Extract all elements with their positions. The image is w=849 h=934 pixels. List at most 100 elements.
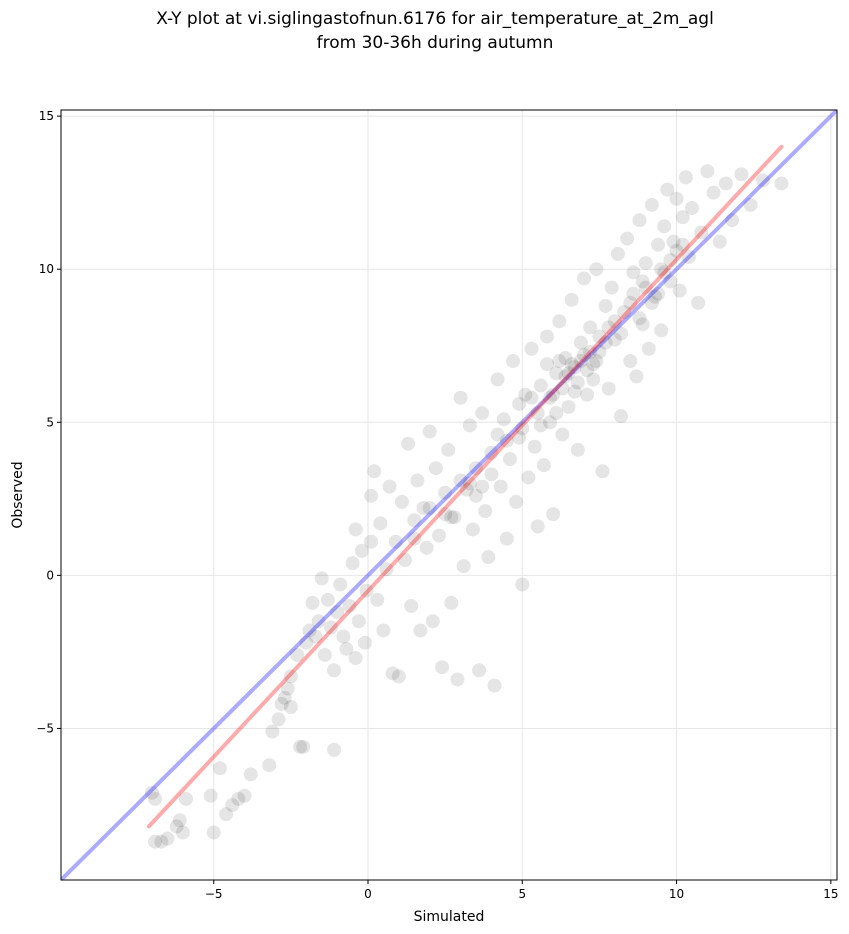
identity-line [61, 110, 837, 880]
data-point [706, 185, 721, 200]
data-point [623, 295, 638, 310]
data-point [359, 583, 374, 598]
data-point [672, 283, 687, 298]
data-point [607, 314, 622, 329]
data-point [462, 476, 477, 491]
data-point [552, 314, 567, 329]
data-point [530, 519, 545, 534]
data-point [573, 335, 588, 350]
plot-frame [60, 109, 838, 881]
data-point [490, 372, 505, 387]
data-point [422, 501, 437, 516]
data-point [330, 605, 345, 620]
data-point [212, 761, 227, 776]
y-tick-label: 5 [46, 415, 54, 429]
data-point [570, 442, 585, 457]
data-point [549, 406, 564, 421]
data-point [527, 439, 542, 454]
data-point [580, 387, 595, 402]
data-point [453, 390, 468, 405]
data-point [644, 295, 659, 310]
data-point [296, 739, 311, 754]
data-point [336, 629, 351, 644]
data-point [580, 363, 595, 378]
data-point [558, 350, 573, 365]
data-point [391, 669, 406, 684]
data-point [388, 534, 403, 549]
data-point [274, 696, 289, 711]
x-tick-label: 15 [823, 887, 838, 901]
data-point [327, 742, 342, 757]
data-point [635, 317, 650, 332]
data-point [407, 531, 422, 546]
data-point [348, 522, 363, 537]
data-point [290, 647, 305, 662]
data-point [225, 797, 240, 812]
data-point [620, 231, 635, 246]
data-point [154, 834, 169, 849]
data-point [385, 666, 400, 681]
data-point [459, 482, 474, 497]
data-point [323, 620, 338, 635]
data-point [604, 280, 619, 295]
data-point [632, 213, 647, 228]
data-point [169, 819, 184, 834]
data-point [521, 470, 536, 485]
data-point [561, 366, 576, 381]
data-point [373, 516, 388, 531]
data-point [499, 531, 514, 546]
data-point [299, 635, 314, 650]
data-point [669, 243, 684, 258]
data-point [283, 700, 298, 715]
data-point [428, 461, 443, 476]
data-point [305, 595, 320, 610]
data-point [651, 237, 666, 252]
data-point [586, 357, 601, 372]
data-point [487, 678, 502, 693]
data-point [265, 724, 280, 739]
data-point [277, 690, 292, 705]
data-point [145, 785, 160, 800]
data-point [632, 311, 647, 326]
data-point [555, 427, 570, 442]
data-point [302, 623, 317, 638]
data-point [573, 354, 588, 369]
data-point [626, 286, 641, 301]
y-axis-label: Observed [10, 461, 26, 528]
data-point [243, 767, 258, 782]
data-point [172, 813, 187, 828]
data-point [490, 427, 505, 442]
data-point [317, 647, 332, 662]
axis-ticks: −5 0 5 10 15 −5 0 5 10 15 [36, 109, 838, 901]
data-point [148, 791, 163, 806]
data-point [515, 421, 530, 436]
data-point [536, 458, 551, 473]
data-point [743, 197, 758, 212]
data-point [447, 510, 462, 525]
data-point [333, 577, 348, 592]
data-point [700, 164, 715, 179]
data-point [666, 234, 681, 249]
data-point [308, 629, 323, 644]
scatter-points [145, 164, 789, 849]
data-point [561, 399, 576, 414]
data-point [712, 234, 727, 249]
data-point [583, 344, 598, 359]
data-point [774, 176, 789, 191]
data-point [641, 341, 656, 356]
data-point [348, 651, 363, 666]
data-point [357, 635, 372, 650]
data-point [663, 274, 678, 289]
x-tick-label: −5 [205, 887, 223, 901]
data-point [524, 341, 539, 356]
data-point [598, 335, 613, 350]
data-point [539, 329, 554, 344]
data-point [678, 170, 693, 185]
data-point [465, 522, 480, 537]
data-point [262, 758, 277, 773]
data-point [543, 390, 558, 405]
data-point [444, 510, 459, 525]
data-point [725, 213, 740, 228]
data-point [398, 553, 413, 568]
